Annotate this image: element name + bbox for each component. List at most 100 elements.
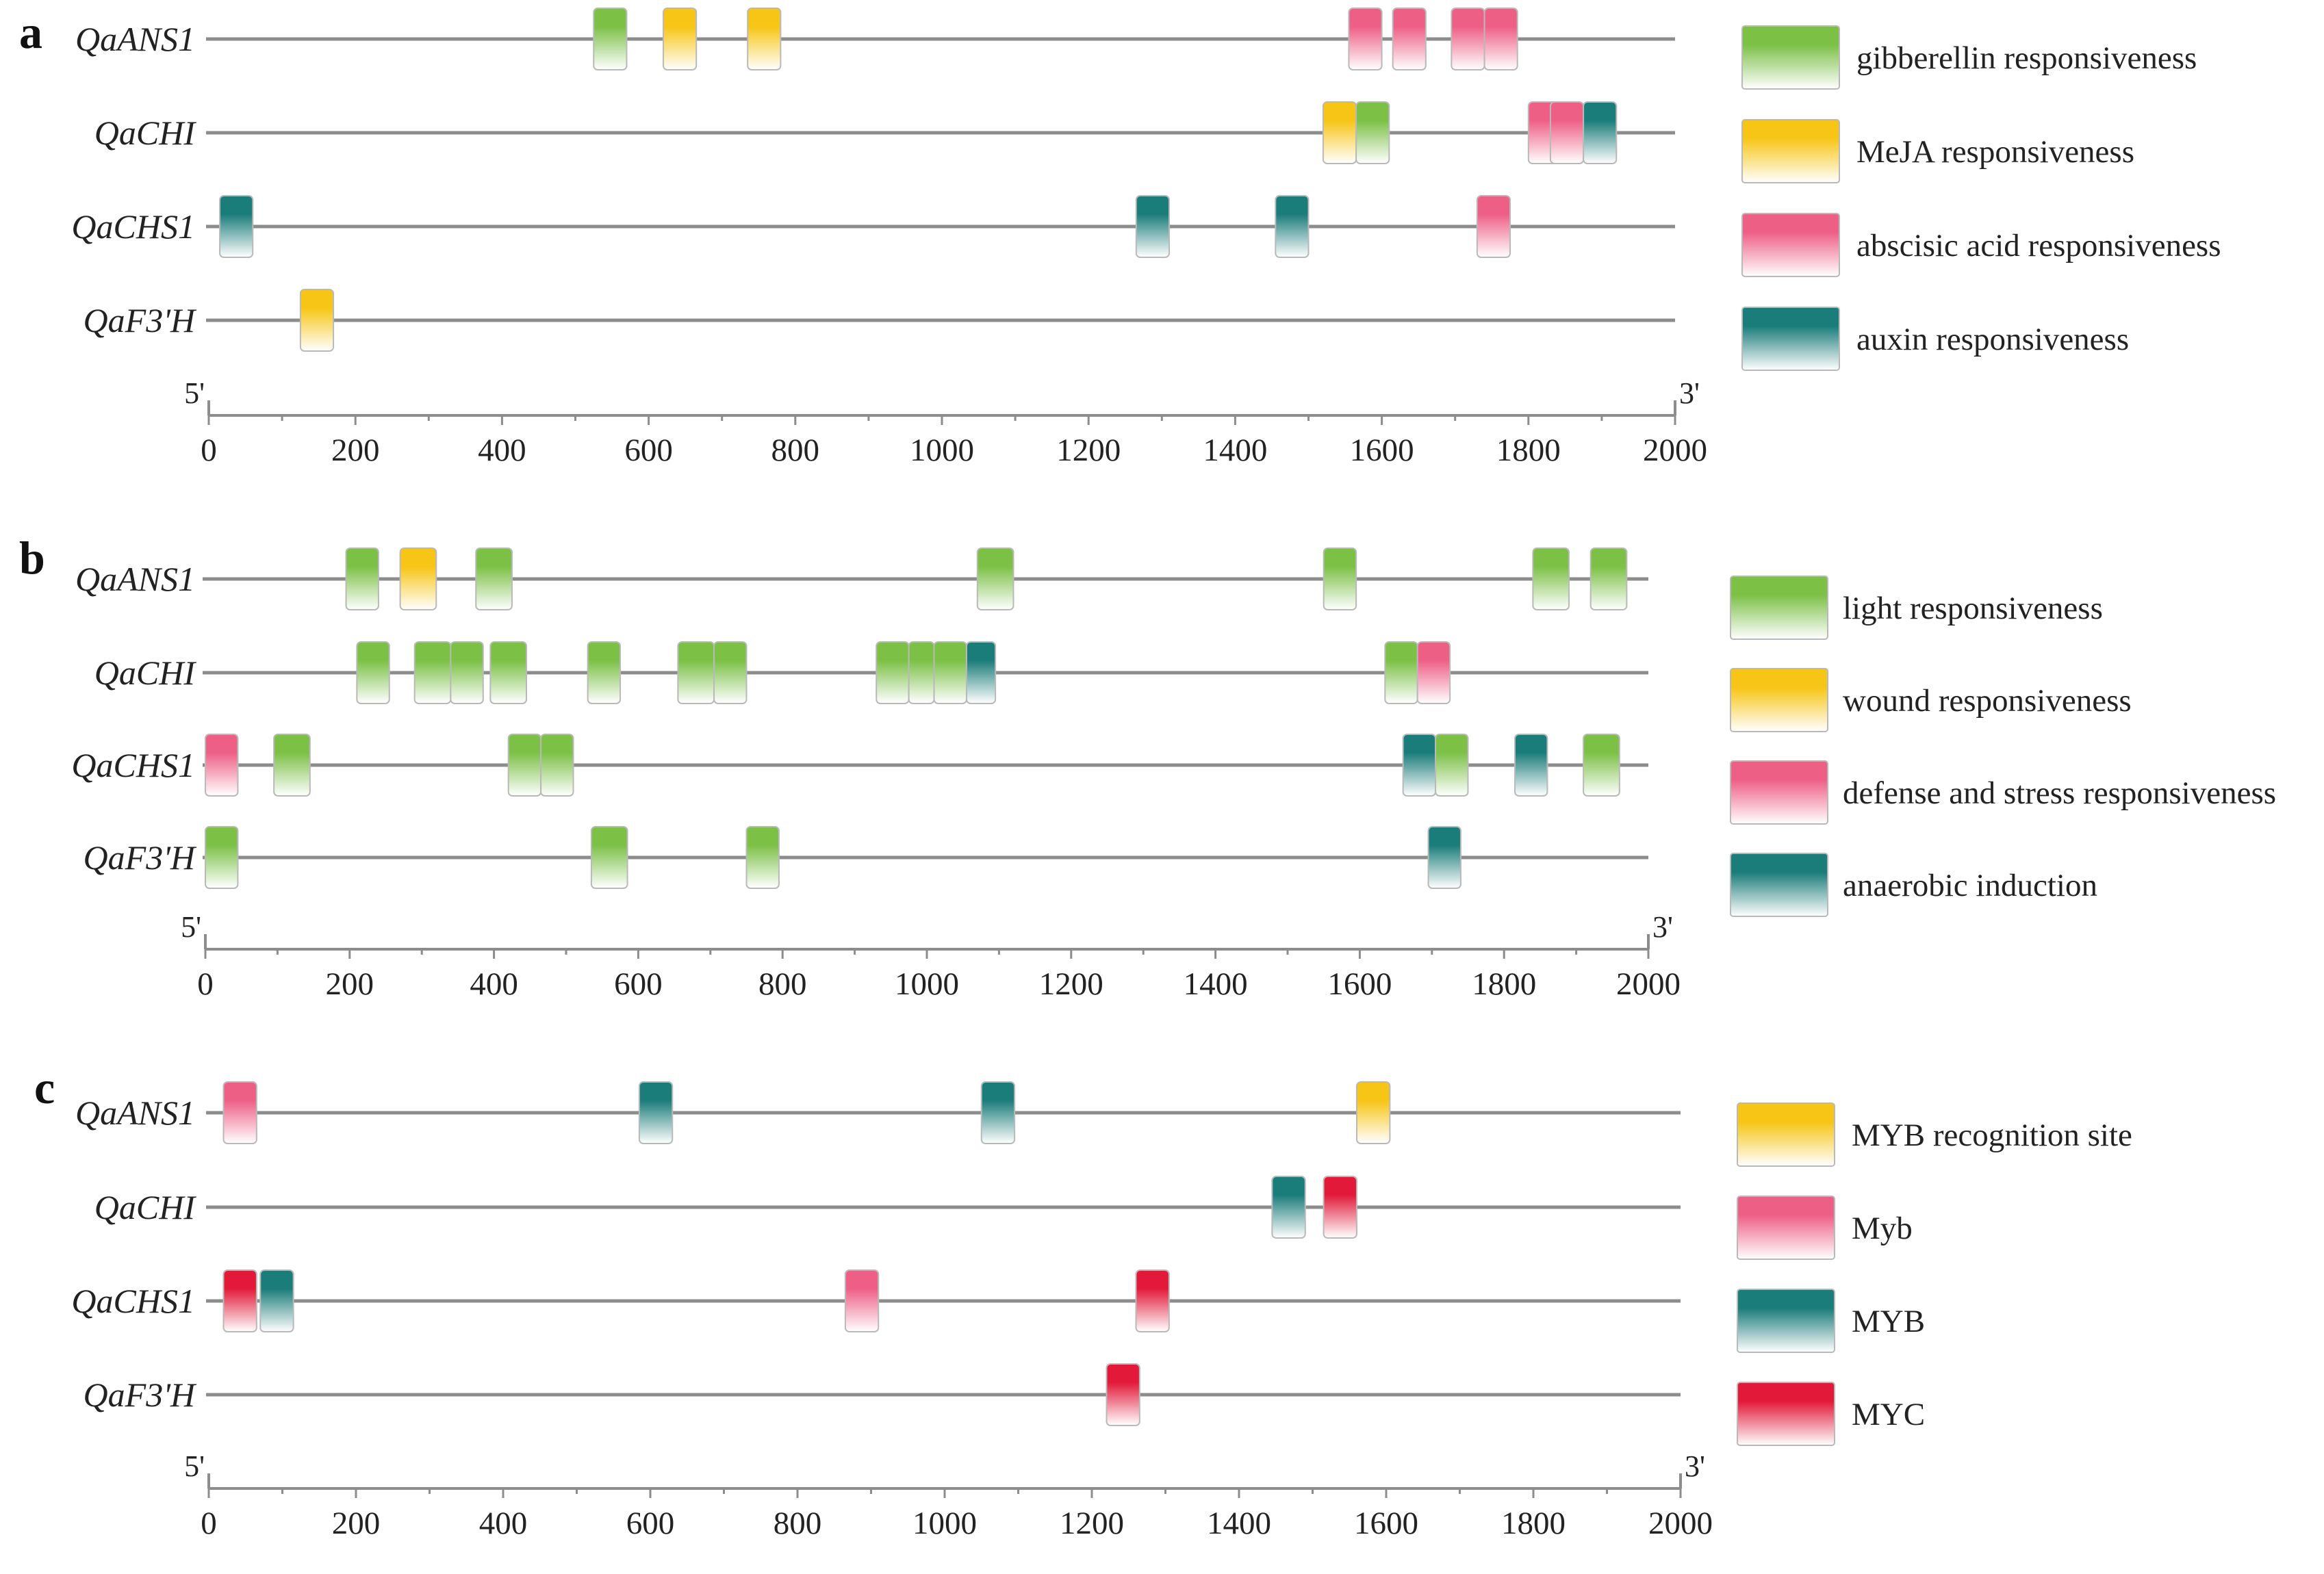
cis-element-green (590, 826, 628, 889)
three-prime-label: 3' (1652, 910, 1673, 944)
cis-element-pink (1483, 8, 1518, 70)
cis-element-green (345, 547, 379, 610)
cis-element-green (273, 734, 311, 797)
x-tick-label: 200 (331, 433, 380, 468)
panel-a: a QaANS1 QaCHI QaCHS1 QaF3'H 0 200 400 600 800 100… (19, 6, 2221, 468)
cis-element-teal (1427, 826, 1461, 889)
x-tick-label: 1800 (1501, 1506, 1566, 1541)
cis-element-green (205, 826, 239, 889)
gene-label: QaCHI (94, 654, 197, 692)
five-prime-label: 5' (181, 910, 201, 944)
cis-element-yellow (399, 547, 437, 610)
panel-letter: c (34, 1061, 55, 1113)
gene-label: QaANS1 (75, 20, 195, 58)
legend-label: anaerobic induction (1843, 868, 2097, 903)
legend-swatch (1737, 1196, 1835, 1260)
cis-element-green (876, 641, 910, 704)
cis-element-green (1583, 734, 1620, 797)
x-tick-label: 0 (201, 433, 217, 468)
cis-element-green (1589, 547, 1628, 610)
x-tick-label: 1200 (1060, 1506, 1124, 1541)
legend-swatch (1741, 119, 1840, 183)
x-tick-label: 400 (479, 1506, 528, 1541)
cis-element-teal (1135, 195, 1171, 258)
x-tick-label: 1600 (1327, 966, 1392, 1002)
cis-element-green (1355, 101, 1390, 164)
x-tick-label: 1400 (1184, 966, 1248, 1002)
cis-element-green (677, 641, 715, 704)
legend-swatch (1741, 213, 1840, 277)
cis-element-teal (1402, 734, 1437, 797)
gene-label: QaF3'H (84, 301, 197, 339)
legend-label: Myb (1852, 1211, 1913, 1246)
x-tick-label: 800 (774, 1506, 822, 1541)
cis-element-pink (222, 1081, 257, 1144)
cis-element-green (908, 641, 935, 704)
x-tick-label: 1800 (1472, 966, 1536, 1002)
x-tick-label: 800 (758, 966, 807, 1002)
gene-label: QaANS1 (75, 1094, 195, 1132)
cis-element-teal (1514, 734, 1548, 797)
cis-element-red (1135, 1269, 1170, 1332)
cis-element-pink (1549, 101, 1585, 164)
x-tick-label: 1000 (895, 966, 959, 1002)
cis-element-green (450, 641, 484, 704)
x-tick-label: 600 (626, 1506, 675, 1541)
panel-letter: a (19, 6, 42, 58)
cis-element-pink (1451, 8, 1485, 70)
legend-label: gibberellin responsiveness (1856, 40, 2197, 76)
legend-label: MYB recognition site (1852, 1118, 2132, 1153)
legend-label: light responsiveness (1843, 591, 2103, 626)
x-tick-label: 600 (614, 966, 663, 1002)
legend-label: abscisic acid responsiveness (1856, 228, 2221, 263)
x-tick-label: 0 (197, 966, 214, 1002)
cis-element-green (933, 641, 967, 704)
cis-element-yellow (663, 8, 698, 70)
cis-element-green (475, 547, 513, 610)
cis-element-green (1384, 641, 1418, 704)
legend-swatch (1737, 1102, 1835, 1167)
cis-element-teal (638, 1081, 674, 1144)
cis-element-teal (259, 1269, 294, 1332)
cis-element-green (587, 641, 622, 704)
legend-label: wound responsiveness (1843, 683, 2132, 719)
x-tick-label: 2000 (1648, 1506, 1713, 1541)
x-tick-label: 400 (470, 966, 518, 1002)
cis-element-red (1106, 1363, 1140, 1426)
gene-label: QaANS1 (75, 560, 195, 598)
x-tick-label: 200 (332, 1506, 381, 1541)
five-prime-label: 5' (184, 1449, 205, 1483)
three-prime-label: 3' (1679, 376, 1700, 410)
x-tick-label: 1800 (1496, 433, 1561, 468)
gene-label: QaCHI (94, 114, 197, 152)
cis-element-teal (219, 195, 254, 258)
cis-element-pink (844, 1269, 880, 1332)
cis-element-pink (1348, 8, 1383, 70)
cis-element-teal (1275, 195, 1310, 258)
gene-label: QaCHS1 (71, 746, 195, 784)
legend-swatch (1741, 25, 1840, 90)
cis-element-green (489, 641, 528, 704)
x-tick-label: 1400 (1203, 433, 1267, 468)
x-tick-label: 400 (478, 433, 526, 468)
x-tick-label: 800 (771, 433, 820, 468)
cis-element-green (1532, 547, 1570, 610)
cis-element-pink (1392, 8, 1427, 70)
cis-element-yellow (747, 8, 782, 70)
legend-label: MYC (1852, 1397, 1925, 1432)
cis-element-teal (965, 641, 997, 704)
x-tick-label: 2000 (1616, 966, 1681, 1002)
cis-element-green (1323, 547, 1357, 610)
legend-label: MYB (1852, 1304, 1925, 1339)
x-tick-label: 0 (201, 1506, 217, 1541)
cis-element-red (1323, 1176, 1357, 1239)
x-tick-label: 1000 (912, 1506, 977, 1541)
x-tick-label: 1600 (1354, 1506, 1418, 1541)
cis-element-green (540, 734, 574, 797)
x-tick-label: 200 (326, 966, 374, 1002)
x-tick-label: 2000 (1643, 433, 1707, 468)
gene-label: QaF3'H (84, 838, 197, 877)
legend-label: auxin responsiveness (1856, 322, 2129, 357)
cis-element-pink (1416, 641, 1451, 704)
cis-element-green (356, 641, 390, 704)
